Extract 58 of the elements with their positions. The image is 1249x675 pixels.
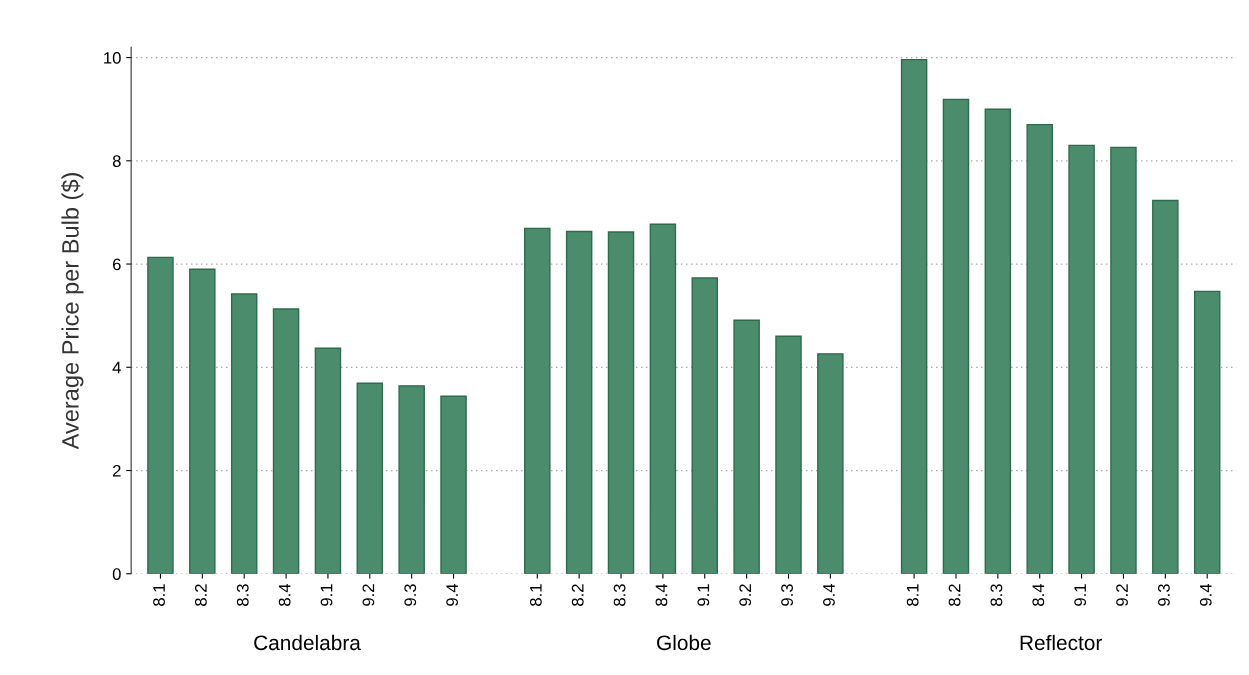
x-tick-label: 8.1 [906, 584, 919, 606]
x-tick-label: 9.2 [1116, 584, 1128, 606]
bar [314, 347, 342, 574]
x-tick-label: 8.3 [236, 584, 249, 606]
bar [1026, 123, 1053, 574]
x-tick-label: 9.3 [404, 584, 417, 606]
bar [398, 385, 425, 574]
bar [649, 223, 677, 574]
x-tick-label: 9.3 [1158, 584, 1170, 606]
bar [272, 308, 300, 574]
bar [691, 277, 719, 574]
x-tick-label: 8.4 [278, 583, 291, 606]
x-tick-label: 9.1 [320, 584, 333, 606]
y-tick-label: 0 [112, 568, 121, 580]
y-axis-title: Average Price per Bulb ($) [61, 173, 84, 450]
x-tick-label: 9.1 [1074, 584, 1087, 606]
text: Candelabra [254, 634, 361, 651]
x-tick-label: 8.3 [990, 584, 1003, 606]
bar [1152, 199, 1179, 574]
bar [1068, 144, 1095, 574]
y-tick-label: 2 [112, 464, 121, 477]
bar [817, 353, 844, 574]
x-tick-label: 8.1 [529, 584, 542, 606]
bar [900, 58, 928, 574]
bar [942, 98, 970, 574]
text: Globe [657, 634, 711, 651]
bar [1193, 290, 1221, 574]
x-tick-label: 9.4 [823, 583, 835, 606]
x-tick-label: 8.2 [195, 584, 207, 606]
x-tick-label: 9.1 [697, 584, 710, 606]
bar [607, 231, 635, 574]
bar [189, 268, 216, 574]
x-tick-label: 8.3 [613, 584, 626, 606]
x-tick-label: 8.4 [1032, 583, 1045, 606]
x-tick-label: 8.2 [571, 584, 584, 606]
y-tick-label: 4 [112, 361, 121, 374]
bar [775, 335, 802, 574]
x-tick-label: 8.4 [655, 583, 668, 606]
bar [440, 395, 467, 574]
bar [984, 108, 1012, 574]
x-tick-label: 8.2 [948, 584, 961, 606]
x-tick-label: 9.2 [362, 584, 375, 606]
x-tick-label: 8.1 [153, 584, 165, 606]
x-tick-label: 9.4 [1199, 583, 1212, 606]
text: Reflector [1020, 634, 1102, 651]
y-tick-label: 6 [113, 258, 121, 271]
x-tick-label: 9.2 [739, 584, 752, 606]
bar [356, 382, 384, 574]
bar [524, 227, 551, 574]
bar [565, 230, 593, 574]
bar [230, 293, 258, 574]
bar [1110, 146, 1137, 574]
x-tick-label: 9.4 [446, 583, 459, 606]
y-tick-label: 10 [104, 51, 121, 64]
y-tick-label: 8 [112, 155, 121, 168]
x-tick-label: 9.3 [781, 584, 793, 606]
bar [733, 319, 760, 574]
bar [147, 256, 174, 574]
